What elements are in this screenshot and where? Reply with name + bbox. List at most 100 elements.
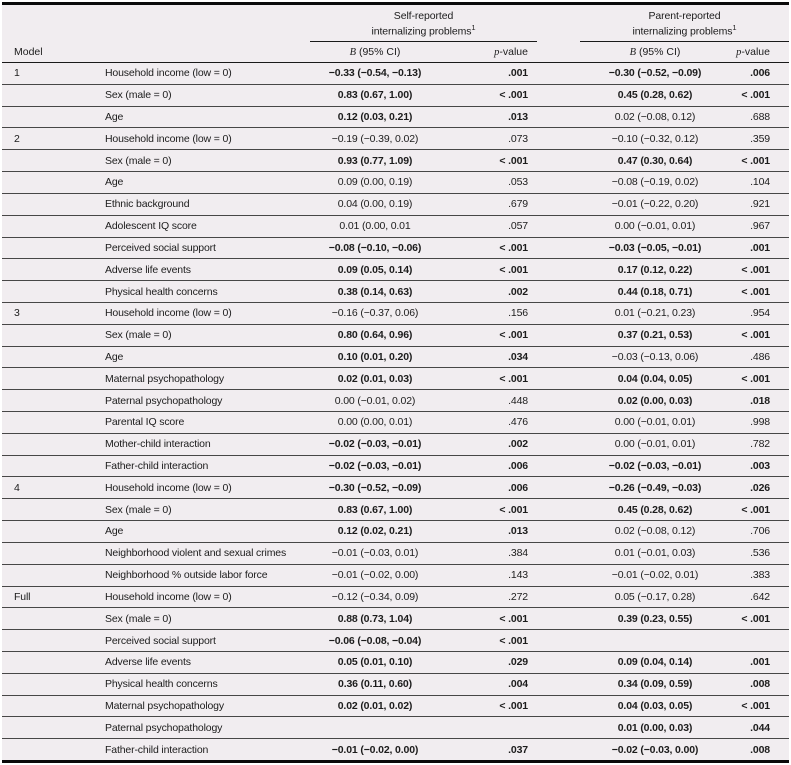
self-p-value-cell: < .001 <box>499 154 528 167</box>
parent-b-ci-cell: −0.01 (−0.02, 0.01) <box>611 569 699 582</box>
predictor-cell: Household income (low = 0) <box>105 132 232 145</box>
self-b-ci-cell: 0.09 (0.00, 0.19) <box>337 176 413 189</box>
parent-p-value-cell: .921 <box>750 198 770 211</box>
parent-p-value-cell: .006 <box>750 67 770 80</box>
predictor-cell: Adolescent IQ score <box>105 220 197 233</box>
parent-p-value-cell: < .001 <box>741 612 770 625</box>
self-p-value-cell: .037 <box>508 743 528 756</box>
parent-p-value-cell: .998 <box>750 416 770 429</box>
self-p-value-cell: .073 <box>508 132 528 145</box>
model-cell: 2 <box>14 132 20 145</box>
self-b-ci-cell: 0.83 (0.67, 1.00) <box>337 503 413 516</box>
table-row: Sex (male = 0) 0.88 (0.73, 1.04) < .001 … <box>2 608 789 631</box>
b-symbol: B <box>349 47 357 58</box>
table-row: Sex (male = 0) 0.83 (0.67, 1.00) < .001 … <box>2 85 789 107</box>
table-row: Physical health concerns 0.38 (0.14, 0.6… <box>2 281 789 303</box>
self-b-ci-cell: −0.08 (−0.10, −0.06) <box>328 241 422 254</box>
parent-p-value-cell: .688 <box>750 111 770 124</box>
parent-b-ci-cell: 0.45 (0.28, 0.62) <box>617 503 693 516</box>
column-header-self-p-value: p-value <box>440 46 537 58</box>
self-p-value-cell: < .001 <box>499 612 528 625</box>
self-b-ci-cell: −0.12 (−0.34, 0.09) <box>331 590 419 603</box>
parent-b-ci-cell: −0.30 (−0.52, −0.09) <box>608 67 702 80</box>
predictor-cell: Adverse life events <box>105 656 191 669</box>
predictor-cell: Father-child interaction <box>105 460 209 473</box>
parent-p-value-cell: .044 <box>750 721 770 734</box>
parent-p-value-cell: .104 <box>750 176 770 189</box>
table-row: Paternal psychopathology 0.00 (−0.01, 0.… <box>2 390 789 412</box>
self-p-value-cell: .057 <box>508 220 528 233</box>
table-row: Parental IQ score 0.00 (0.00, 0.01) .476… <box>2 412 789 434</box>
self-p-value-cell: < .001 <box>499 241 528 254</box>
table-row: Ethnic background 0.04 (0.00, 0.19) .679… <box>2 194 789 216</box>
predictor-cell: Age <box>105 176 124 189</box>
parent-b-ci-cell: 0.02 (−0.08, 0.12) <box>614 111 696 124</box>
self-b-ci-cell: 0.01 (0.00, 0.01 <box>339 220 411 233</box>
table-row: Perceived social support −0.06 (−0.08, −… <box>2 630 789 652</box>
predictor-cell: Maternal psychopathology <box>105 699 224 712</box>
predictor-cell: Household income (low = 0) <box>105 307 232 320</box>
self-p-value-cell: .143 <box>508 569 528 582</box>
predictor-cell: Household income (low = 0) <box>105 481 232 494</box>
b-symbol: B <box>629 47 637 58</box>
predictor-cell: Paternal psychopathology <box>105 721 223 734</box>
self-p-value-cell: .004 <box>508 678 528 691</box>
self-b-ci-cell: −0.01 (−0.02, 0.00) <box>331 743 419 756</box>
parent-b-ci-cell: 0.05 (−0.17, 0.28) <box>614 590 696 603</box>
parent-b-ci-cell: 0.02 (0.00, 0.03) <box>617 394 693 407</box>
model-cell: 3 <box>14 307 20 320</box>
predictor-cell: Maternal psychopathology <box>105 372 224 385</box>
footnote-marker: 1 <box>471 23 476 32</box>
table-row: Neighborhood violent and sexual crimes −… <box>2 543 789 565</box>
self-p-value-cell: .006 <box>508 460 528 473</box>
predictor-cell: Sex (male = 0) <box>105 503 172 516</box>
table-row: 3 Household income (low = 0) −0.16 (−0.3… <box>2 303 789 325</box>
table-row: Adolescent IQ score 0.01 (0.00, 0.01 .05… <box>2 216 789 238</box>
table-row: Sex (male = 0) 0.83 (0.67, 1.00) < .001 … <box>2 499 789 522</box>
parent-b-ci-cell: 0.01 (0.00, 0.03) <box>617 721 693 734</box>
parent-b-ci-cell: 0.37 (0.21, 0.53) <box>617 329 693 342</box>
table-row: Neighborhood % outside labor force −0.01… <box>2 565 789 587</box>
parent-p-value-cell: < .001 <box>741 503 770 516</box>
self-b-ci-cell: 0.12 (0.02, 0.21) <box>337 525 413 538</box>
parent-b-ci-cell: 0.01 (−0.21, 0.23) <box>614 307 696 320</box>
table-row: Paternal psychopathology 0.01 (0.00, 0.0… <box>2 717 789 740</box>
predictor-cell: Age <box>105 350 124 363</box>
parent-p-value-cell: .026 <box>750 481 770 494</box>
table-row: Sex (male = 0) 0.80 (0.64, 0.96) < .001 … <box>2 325 789 347</box>
self-p-value-cell: < .001 <box>499 699 528 712</box>
parent-b-ci-cell: 0.00 (−0.01, 0.01) <box>614 220 696 233</box>
p-value-label: -value <box>741 46 770 58</box>
self-p-value-cell: .013 <box>508 525 528 538</box>
self-b-ci-cell: 0.04 (0.00, 0.19) <box>337 198 413 211</box>
table-header: Self-reported internalizing problems1 Pa… <box>2 5 789 63</box>
table-row: Age 0.10 (0.01, 0.20) .034 −0.03 (−0.13,… <box>2 347 789 369</box>
predictor-cell: Paternal psychopathology <box>105 394 223 407</box>
self-b-ci-cell: −0.06 (−0.08, −0.04) <box>328 634 422 647</box>
group-title-line1: Self-reported <box>393 9 454 22</box>
b-ci-label: (95% CI) <box>636 46 681 58</box>
parent-b-ci-cell: 0.01 (−0.01, 0.03) <box>614 547 696 560</box>
self-b-ci-cell: −0.02 (−0.03, −0.01) <box>328 438 422 451</box>
table-row: Age 0.12 (0.03, 0.21) .013 0.02 (−0.08, … <box>2 107 789 129</box>
self-p-value-cell: < .001 <box>499 372 528 385</box>
column-header-parent-p-value: p-value <box>730 46 789 58</box>
self-b-ci-cell: −0.01 (−0.02, 0.00) <box>331 569 419 582</box>
self-p-value-cell: .034 <box>508 350 528 363</box>
column-group-self-reported: Self-reported internalizing problems1 <box>310 9 537 42</box>
self-p-value-cell: .476 <box>508 416 528 429</box>
parent-b-ci-cell: 0.44 (0.18, 0.71) <box>617 285 693 298</box>
parent-p-value-cell: .008 <box>750 743 770 756</box>
parent-b-ci-cell: −0.02 (−0.03, −0.01) <box>608 460 702 473</box>
parent-b-ci-cell: 0.09 (0.04, 0.14) <box>617 656 693 669</box>
predictor-cell: Household income (low = 0) <box>105 67 232 80</box>
self-b-ci-cell: 0.02 (0.01, 0.03) <box>337 372 413 385</box>
parent-p-value-cell: .486 <box>750 350 770 363</box>
column-header-parent-b-ci: B (95% CI) <box>580 46 730 58</box>
parent-b-ci-cell: −0.03 (−0.05, −0.01) <box>608 241 702 254</box>
self-p-value-cell: < .001 <box>499 503 528 516</box>
self-b-ci-cell: 0.09 (0.05, 0.14) <box>337 263 413 276</box>
self-b-ci-cell: 0.80 (0.64, 0.96) <box>337 329 413 342</box>
parent-b-ci-cell: 0.39 (0.23, 0.55) <box>617 612 693 625</box>
table-row: Adverse life events 0.09 (0.05, 0.14) < … <box>2 259 789 282</box>
